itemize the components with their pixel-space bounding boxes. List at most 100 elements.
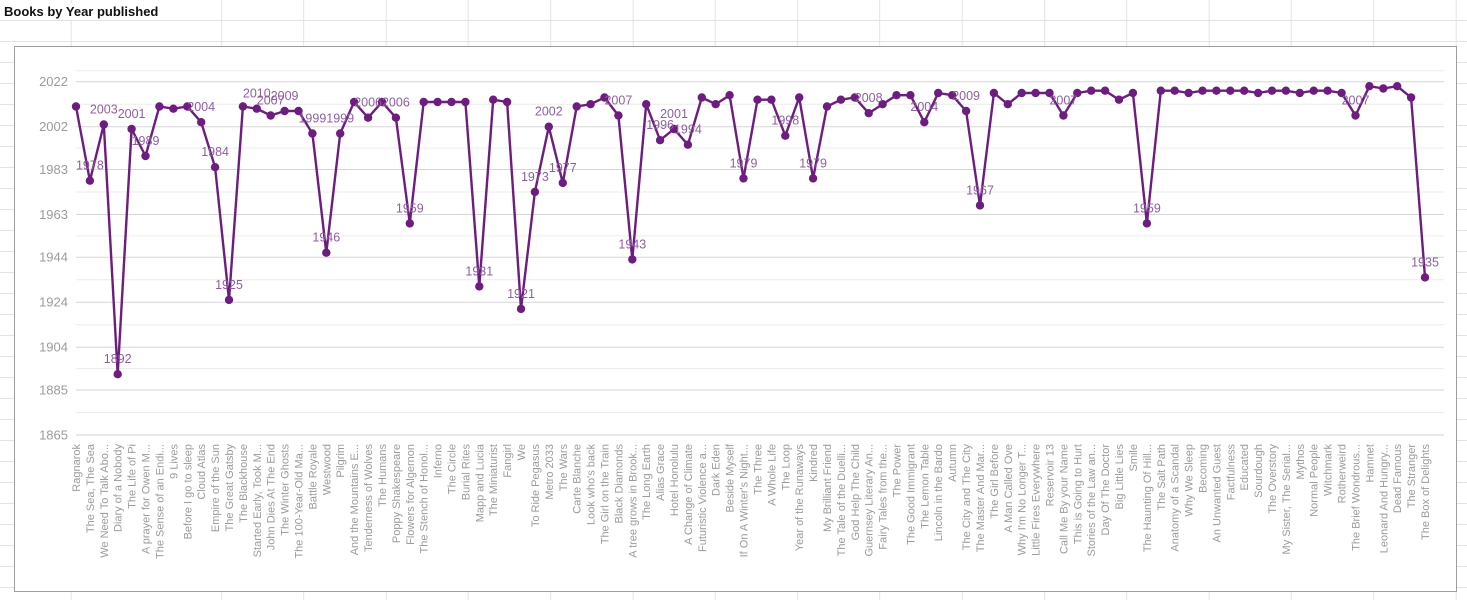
data-point[interactable] [1017, 88, 1026, 98]
data-point[interactable] [795, 93, 804, 102]
data-point[interactable] [336, 129, 345, 138]
data-point[interactable] [1212, 86, 1221, 95]
data-point[interactable] [1379, 84, 1388, 93]
data-point[interactable] [280, 106, 289, 116]
data-point[interactable] [322, 248, 331, 257]
data-point[interactable] [1240, 86, 1249, 95]
data-point[interactable] [1156, 86, 1166, 95]
data-point[interactable] [252, 104, 261, 113]
data-point[interactable] [961, 106, 971, 116]
data-point[interactable] [808, 174, 818, 183]
data-point[interactable] [405, 219, 414, 228]
data-point[interactable] [1309, 86, 1318, 95]
data-point[interactable] [614, 111, 623, 120]
data-point[interactable] [878, 100, 887, 109]
data-point[interactable] [349, 97, 359, 107]
data-point[interactable] [989, 88, 999, 98]
data-point[interactable] [238, 102, 248, 111]
data-point[interactable] [502, 97, 512, 107]
data-point[interactable] [1059, 111, 1068, 120]
data-point[interactable] [1142, 219, 1152, 228]
data-point[interactable] [1295, 88, 1305, 98]
data-point[interactable] [906, 91, 915, 100]
data-point[interactable] [516, 304, 526, 314]
data-point[interactable] [1267, 86, 1277, 95]
data-point[interactable] [1226, 86, 1235, 95]
data-point[interactable] [697, 93, 706, 102]
data-point[interactable] [1420, 273, 1430, 282]
data-point[interactable] [113, 370, 122, 379]
data-point[interactable] [85, 176, 95, 185]
data-point[interactable] [391, 113, 401, 122]
data-point[interactable] [141, 151, 150, 161]
chart-frame[interactable]: 2022 2002 1983 1963 1944 1924 1904 1885 1865 Ragn… [14, 46, 1457, 592]
data-point[interactable] [1253, 88, 1263, 98]
data-point[interactable] [530, 187, 540, 197]
data-point[interactable] [183, 102, 192, 111]
data-point[interactable] [822, 102, 832, 111]
data-point[interactable] [1406, 93, 1416, 102]
data-point[interactable] [628, 255, 637, 264]
data-point[interactable] [1184, 88, 1193, 98]
data-point[interactable] [1100, 86, 1110, 95]
data-point[interactable] [266, 111, 275, 120]
data-point[interactable] [419, 97, 428, 107]
data-point[interactable] [1351, 111, 1360, 120]
data-point[interactable] [781, 131, 790, 140]
data-point[interactable] [71, 102, 81, 111]
data-point[interactable] [155, 102, 164, 111]
data-point[interactable] [544, 122, 553, 131]
data-point[interactable] [363, 113, 373, 122]
data-point[interactable] [1393, 82, 1402, 91]
data-point[interactable] [1073, 88, 1082, 98]
data-point[interactable] [1323, 86, 1332, 95]
data-point[interactable] [850, 93, 859, 102]
data-point[interactable] [1045, 88, 1054, 98]
data-point[interactable] [767, 95, 776, 104]
data-point[interactable] [1337, 88, 1346, 98]
data-point[interactable] [1170, 86, 1179, 95]
data-point[interactable] [572, 102, 581, 111]
data-point[interactable] [1128, 88, 1138, 98]
data-point[interactable] [934, 88, 943, 98]
data-point[interactable] [683, 140, 693, 149]
data-point[interactable] [920, 118, 929, 127]
data-point[interactable] [210, 163, 220, 172]
data-point[interactable] [433, 97, 442, 107]
data-point[interactable] [461, 97, 470, 107]
data-point[interactable] [836, 95, 846, 104]
data-point[interactable] [377, 97, 387, 107]
data-point[interactable] [586, 100, 595, 109]
data-point[interactable] [1087, 86, 1096, 95]
data-point[interactable] [642, 100, 651, 109]
data-point[interactable] [197, 118, 206, 127]
data-point[interactable] [725, 91, 734, 100]
data-point[interactable] [475, 282, 484, 291]
data-point[interactable] [447, 97, 456, 107]
data-point[interactable] [1003, 100, 1012, 109]
data-point[interactable] [558, 178, 567, 188]
data-point[interactable] [224, 295, 234, 305]
data-point[interactable] [1198, 86, 1207, 95]
data-point[interactable] [655, 136, 665, 145]
data-point[interactable] [1365, 82, 1374, 91]
data-point[interactable] [294, 106, 303, 116]
data-point[interactable] [948, 91, 957, 100]
data-point[interactable] [1281, 86, 1291, 95]
data-point[interactable] [489, 95, 498, 104]
data-point[interactable] [1114, 95, 1124, 104]
data-point[interactable] [711, 100, 720, 109]
data-point[interactable] [308, 129, 317, 138]
data-point[interactable] [753, 95, 762, 104]
data-point[interactable] [739, 174, 748, 183]
data-point[interactable] [975, 201, 985, 210]
data-point[interactable] [1031, 88, 1040, 98]
data-point[interactable] [99, 120, 109, 129]
cell-a1-title[interactable]: Books by Year published [4, 3, 165, 20]
data-point[interactable] [864, 109, 873, 118]
data-point[interactable] [892, 91, 901, 100]
data-point[interactable] [669, 124, 679, 134]
data-point[interactable] [127, 124, 136, 134]
data-point[interactable] [600, 93, 609, 102]
data-point[interactable] [169, 104, 178, 113]
